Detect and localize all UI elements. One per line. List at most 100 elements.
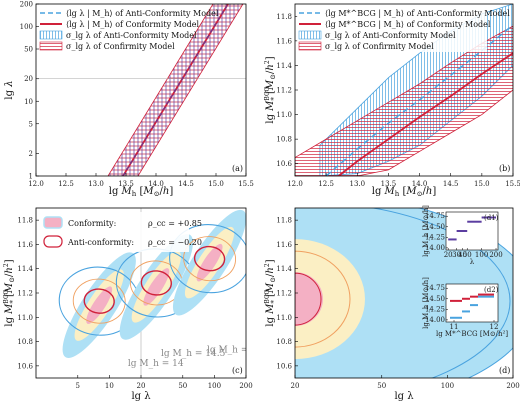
- inset-xticklabel: 11: [450, 323, 459, 331]
- legend-swatch-hatch: [39, 30, 63, 40]
- panel-c-x-ticklabel: 5: [76, 382, 80, 390]
- panel-c-label: (c): [232, 366, 243, 375]
- legend-swatch-hatch: [39, 41, 63, 51]
- panel-b: 12.0 12.5 13.0 13.5 14.0 14.5 15.0 15.5 10.6 10.8…: [264, 3, 520, 198]
- panel-c-y-ticklabel: 11.2: [17, 290, 33, 298]
- panel-b-x-ticklabel: 15.5: [505, 180, 520, 188]
- inset-yticklabel: 14.00: [425, 316, 445, 324]
- anti-contour-inner: [295, 272, 322, 326]
- legend-label: ⟨lg λ | M_h⟩ of Conformity Model: [66, 20, 200, 29]
- anti-conformity-contours: [169, 224, 246, 294]
- panel-a-xlabel: lg Mh [M⊙/h]: [109, 186, 174, 198]
- mass-label: lg M_h = 14.5: [161, 349, 226, 359]
- panel-b-label: (b): [499, 164, 510, 173]
- inset-2: 14.00 14.25 14.50 14.75 11 12 (d2) lg M*^BCG [M…: [422, 277, 508, 338]
- legend-label: σ_lg λ of Confirmity Model: [66, 42, 175, 51]
- legend-swatch-hatch: [298, 41, 322, 51]
- panel-d-x-ticklabel: 50: [377, 382, 386, 390]
- inset-yticklabel: 14.50: [425, 295, 445, 303]
- inset-frame: [445, 283, 499, 323]
- anti-contour-inner: [83, 288, 115, 314]
- panel-b-x-ticklabel: 15.0: [474, 180, 490, 188]
- panel-b-x-ticklabel: 13.5: [381, 180, 397, 188]
- panel-a-y-ticklabel: 10: [24, 98, 33, 106]
- panel-d-ylabel: lg MBCG* [M⊙/h2]: [264, 259, 278, 326]
- inset-label: (d2): [484, 286, 499, 294]
- inset-yticklabel: 14.75: [425, 212, 445, 220]
- panel-c-x-ticklabel: 50: [178, 382, 187, 390]
- inset-xticklabel: 12: [490, 323, 499, 331]
- panel-a-y-ticklabel: 100: [20, 23, 33, 31]
- panel-b-x-ticklabel: 12.0: [287, 180, 303, 188]
- inset-xlabel: λ: [470, 258, 475, 266]
- panel-c-x-ticklabel: 200: [239, 382, 252, 390]
- legend-label: Conformity:: [68, 219, 116, 228]
- anti-contour-mid: [183, 236, 237, 282]
- legend-background: [297, 6, 487, 52]
- panel-c-legend: Conformity: ρ_cc = +0.85 Anti-conformity: ρ…: [39, 212, 202, 252]
- conformity-contour-mid: [295, 239, 365, 360]
- inset-yticklabel: 14.25: [425, 305, 445, 313]
- inset-label: (d1): [484, 214, 499, 222]
- conformity-mean-line: [338, 52, 513, 176]
- panel-a-y-ticklabel: 200: [20, 1, 33, 9]
- legend-label: ⟨lg M*^BCG | M_h⟩ of Anti-Conformity Mod…: [325, 9, 510, 18]
- panel-d-y-ticklabel: 11.8: [276, 217, 292, 225]
- inset-yticklabel: 14.00: [425, 244, 445, 252]
- legend-label: ⟨lg M*^BCG | M_h⟩ of Conformity Model: [325, 20, 491, 29]
- legend-label: σ_lg λ of Confirmity Model: [325, 42, 434, 51]
- panel-c-xlabel: lg λ: [131, 391, 151, 402]
- legend-swatch-hatch: [298, 30, 322, 40]
- panel-a-frame: [35, 3, 247, 177]
- panel-a-label: (a): [232, 164, 243, 173]
- panel-b-y-ticklabel: 10.6: [276, 160, 292, 168]
- panel-d-y-ticklabel: 10.8: [276, 338, 292, 346]
- panel-c-y-ticklabel: 11.6: [17, 241, 33, 249]
- panel-b-x-ticklabel: 13.0: [349, 180, 365, 188]
- panel-a: 12.0 12.5 13.0 13.5 14.0 14.5 15.0 15.5 1 2 5 10 20 5…: [4, 1, 254, 199]
- panel-a-x-ticklabel: 14.5: [178, 180, 194, 188]
- inset-xticklabel: 100: [475, 251, 488, 259]
- inset-xticklabel: 200: [489, 251, 502, 259]
- panel-b-legend: ⟨lg M*^BCG | M_h⟩ of Anti-Conformity Mod…: [297, 6, 510, 52]
- panel-a-x-ticklabel: 12.5: [58, 180, 74, 188]
- panel-a-y-ticklabel: 2: [29, 150, 33, 158]
- legend-rho: ρ_cc = −0.20: [148, 238, 202, 247]
- panel-b-ylabel: lg MBCG* [M⊙/h2]: [264, 56, 278, 123]
- inset-yticklabel: 14.25: [425, 233, 445, 241]
- panel-c-x-ticklabel: 20: [137, 382, 146, 390]
- panel-b-y-ticklabel: 11.0: [276, 111, 292, 119]
- anti-contour-inner: [140, 270, 173, 296]
- panel-c-y-ticklabel: 10.6: [17, 362, 33, 370]
- panel-c-y-ticklabel: 11.0: [17, 314, 33, 322]
- panel-a-x-ticklabel: 15.0: [208, 180, 224, 188]
- panel-a-x-ticklabel: 13.0: [88, 180, 104, 188]
- legend-rho: ρ_cc = +0.85: [148, 219, 202, 228]
- mass-label: lg M_h = 14: [128, 359, 184, 369]
- panel-b-y-ticklabel: 11.4: [276, 62, 292, 70]
- panel-d-y-ticklabel: 11.0: [276, 314, 292, 322]
- legend-label: σ_lg λ of Anti-Conformity Model: [325, 31, 456, 40]
- anti-contour-outer: [169, 224, 246, 294]
- legend-label: ⟨lg λ | M_h⟩ of Anti-Conformity Model: [66, 9, 219, 18]
- mass-label: lg M_h = 15: [207, 346, 263, 356]
- legend-background: [39, 212, 189, 252]
- inset-yticklabel: 14.75: [425, 284, 445, 292]
- panel-d-xlabel: lg λ: [394, 391, 414, 402]
- panel-a-legend: ⟨lg λ | M_h⟩ of Anti-Conformity Model ⟨lg…: [39, 9, 219, 51]
- anti-conformity-legend-swatch: [43, 235, 63, 248]
- inset-xticklabel: 30: [452, 251, 461, 259]
- conformity-legend-swatch: [43, 216, 63, 229]
- panel-b-y-ticklabel: 11.2: [276, 87, 292, 95]
- panel-a-y-ticklabel: 1: [29, 173, 33, 181]
- inset-ylabel: lg M_h [M⊙/h]: [422, 205, 430, 257]
- panel-a-y-ticklabel: 50: [24, 46, 33, 54]
- anti-conformity-mean-line: [122, 4, 229, 176]
- conformity-contour-inner: [196, 243, 223, 282]
- panel-c-ylabel: lg MBCG* [M⊙/h2]: [3, 259, 17, 326]
- panel-c-y-ticklabel: 10.8: [17, 338, 33, 346]
- inset-xticklabel: 40: [458, 251, 467, 259]
- conformity-contour-inner: [86, 286, 113, 324]
